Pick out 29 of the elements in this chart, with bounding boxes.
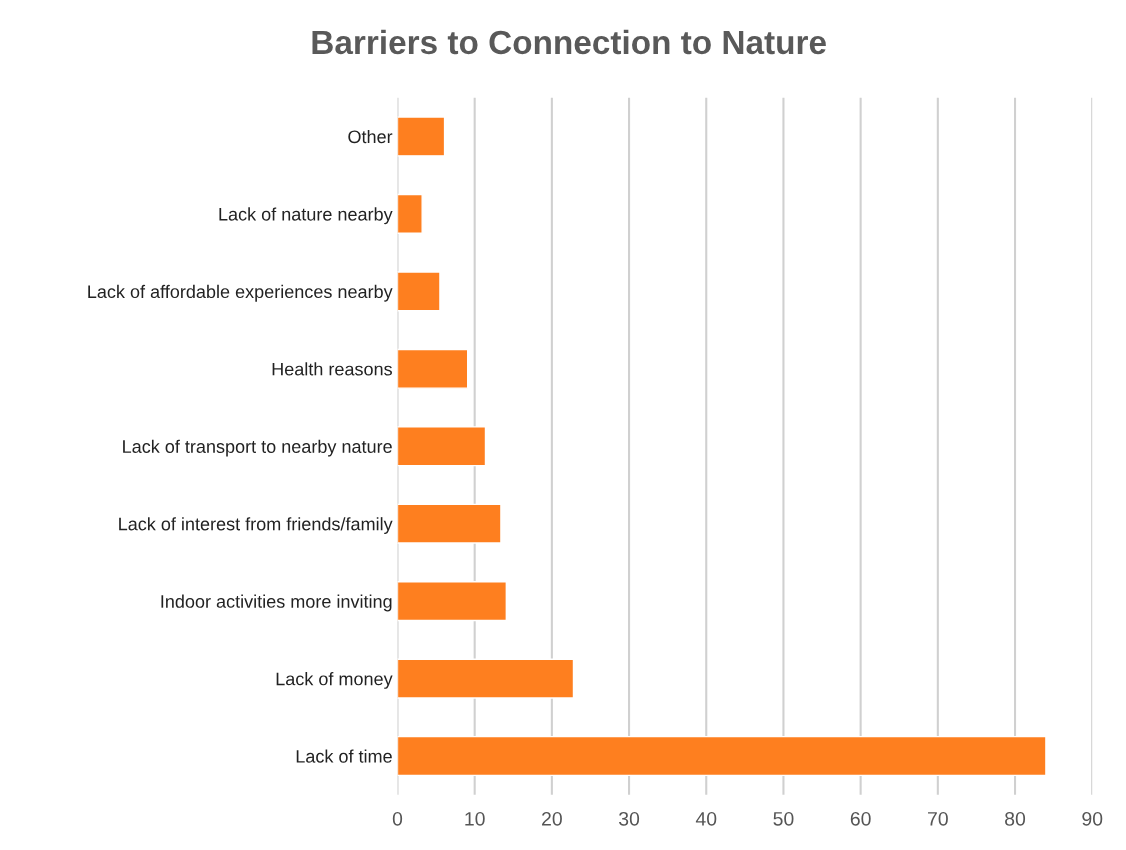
y-tick-label: Lack of money [276, 672, 393, 689]
bar [397, 116, 446, 157]
bar [397, 735, 1047, 777]
x-tick-label: 20 [542, 811, 562, 826]
y-tick-label: Indoor activities more inviting [161, 594, 392, 612]
chart-title: Barriers to Connection to Nature [312, 29, 826, 55]
bar [397, 581, 508, 622]
y-tick-label: Health reasons [272, 362, 392, 376]
x-tick-label: 50 [773, 811, 794, 826]
bar [397, 426, 487, 467]
bar [397, 658, 575, 699]
bar [397, 271, 441, 312]
x-tick-label: 10 [465, 811, 485, 826]
x-tick-label: 40 [695, 811, 717, 826]
x-tick-label: 30 [618, 811, 640, 826]
x-tick-label: 70 [928, 811, 948, 826]
x-tick-label: 0 [392, 811, 403, 826]
x-tick-label: 60 [850, 811, 871, 826]
y-tick-label: Other [348, 129, 393, 144]
y-tick-label: Lack of nature nearby [219, 207, 393, 225]
bar [397, 503, 502, 544]
y-tick-label: Lack of transport to nearby nature [123, 439, 392, 457]
bar [397, 193, 423, 234]
y-tick-label: Lack of affordable experiences nearby [88, 284, 393, 302]
bar [397, 348, 469, 389]
y-tick-label: Lack of interest from friends/family [119, 517, 393, 534]
x-tick-label: 80 [1005, 811, 1026, 826]
y-tick-label: Lack of time [296, 749, 392, 763]
x-tick-label: 90 [1082, 811, 1103, 826]
